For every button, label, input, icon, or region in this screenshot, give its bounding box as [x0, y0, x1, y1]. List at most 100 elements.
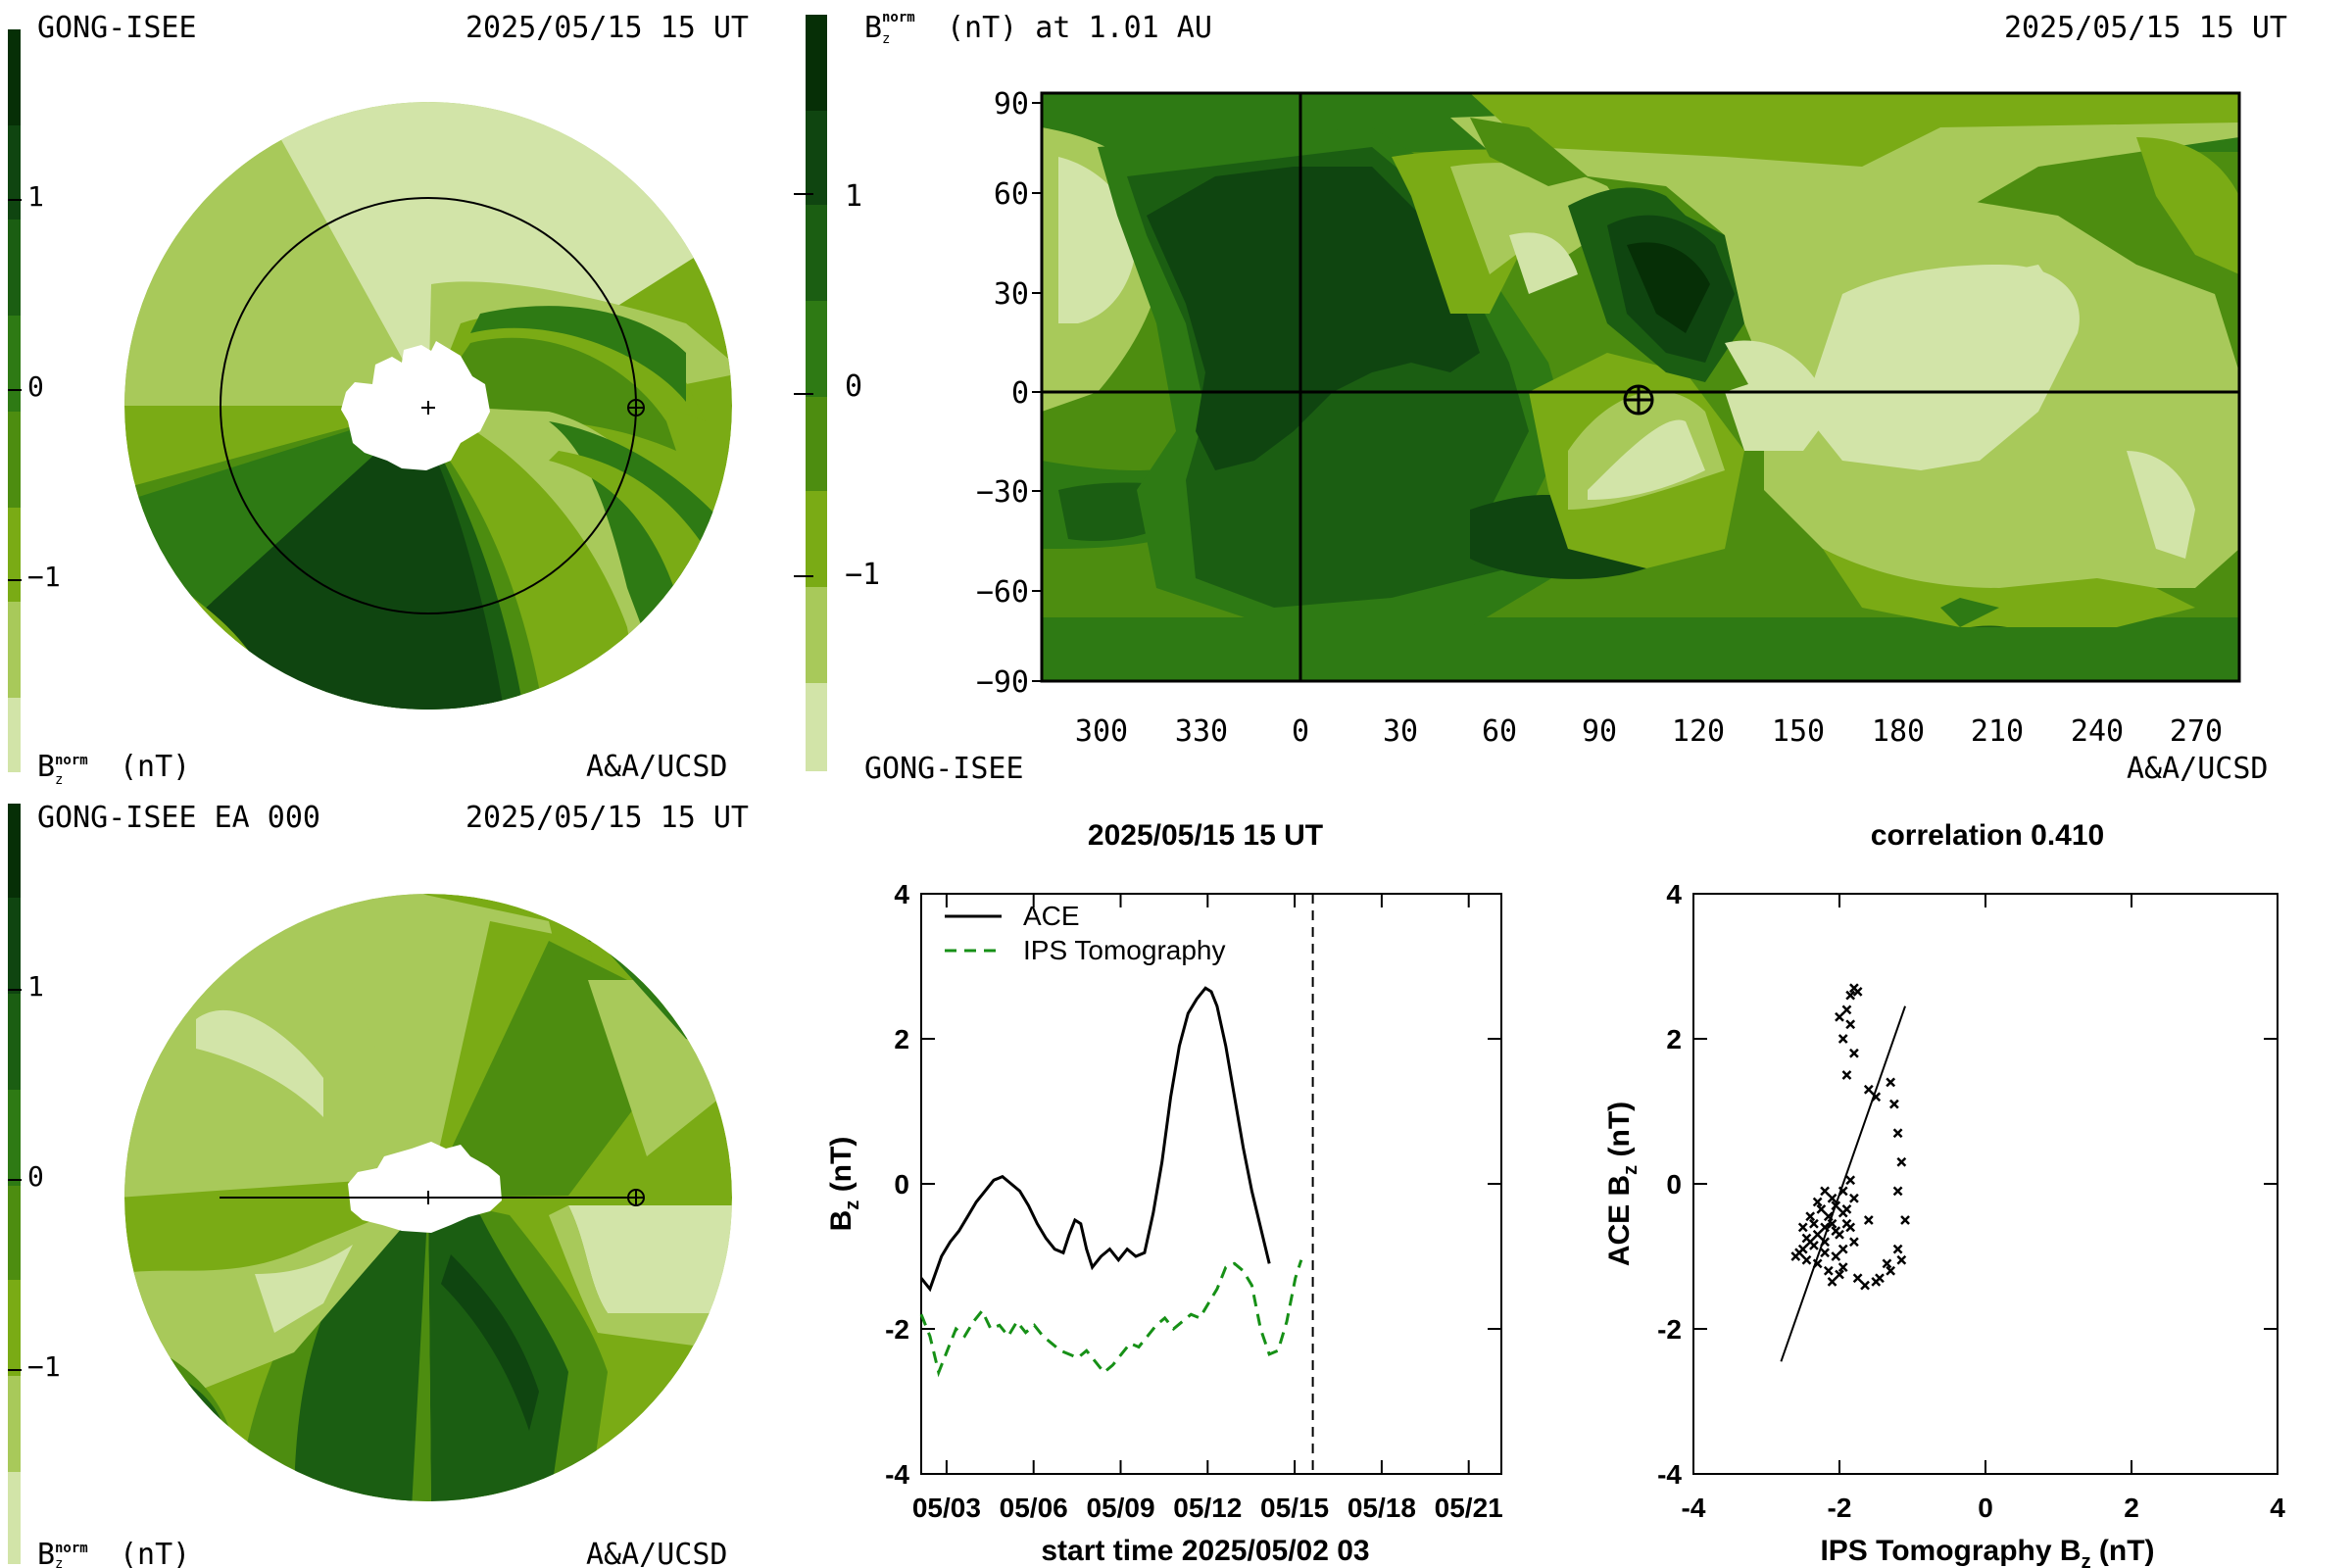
map-y-tick-label: 0 — [1011, 376, 1029, 411]
synoptic-map-contours — [1042, 93, 2239, 681]
scatter-point — [1809, 1241, 1819, 1250]
colorbar-band — [8, 698, 21, 772]
colorbar-band — [8, 29, 21, 125]
top-left-unit-norm: norm — [55, 753, 88, 768]
map-frame — [1040, 91, 2241, 683]
scatter-point — [1831, 1226, 1841, 1236]
top-left-date: 2025/05/15 15 UT — [466, 11, 749, 45]
colorbar-band — [806, 587, 827, 683]
scatter-x-tick-label: 2 — [2124, 1493, 2139, 1523]
colorbar-band — [8, 1090, 21, 1186]
time-series-x-tick-label: 05/21 — [1435, 1493, 1503, 1523]
bottom-left-colorbar: 1 0 −1 — [8, 804, 61, 1564]
scatter-y-tick-label: 0 — [1666, 1169, 1682, 1200]
scatter-frame — [1692, 893, 2278, 1475]
scatter-x-tick-label: 0 — [1978, 1493, 1993, 1523]
scatter-point — [1860, 1280, 1870, 1291]
colorbar-band — [8, 508, 21, 602]
colorbar-band — [8, 1186, 21, 1280]
map-x-tick-label: 60 — [1482, 714, 1517, 749]
scatter-point — [1888, 1099, 1899, 1109]
top-right-panel: 1 0 −1 B norm z (nT) at 1.01 AU 2025/05/… — [794, 10, 2287, 786]
time-series-y-tick-label: 4 — [894, 879, 909, 909]
scatter-point — [1812, 1258, 1823, 1269]
colorbar-band — [8, 898, 21, 994]
legend-label-ips: IPS Tomography — [1023, 935, 1226, 965]
colorbar-tick-label: 1 — [27, 970, 44, 1003]
scatter-point — [1835, 1269, 1844, 1280]
correlation-scatter-chart: correlation 0.410 IPS Tomography Bz (nT)… — [1603, 819, 2285, 1568]
scatter-point — [1827, 1193, 1838, 1203]
time-series-y-tick-label: -4 — [885, 1459, 909, 1490]
colorbar-band — [8, 316, 21, 412]
scatter-point — [1801, 1233, 1812, 1244]
time-series-x-tick-label: 05/12 — [1173, 1493, 1242, 1523]
scatter-y-label-text: ACE Bz (nT) — [1603, 1102, 1642, 1266]
colorbar-tick-label: −1 — [27, 561, 61, 593]
scatter-point — [1812, 1229, 1823, 1240]
scatter-point — [1835, 1011, 1844, 1022]
scatter-point — [1871, 1092, 1882, 1102]
scatter-point — [1896, 1254, 1907, 1265]
scatter-point — [1827, 1277, 1838, 1287]
bottom-left-unit-norm: norm — [55, 1541, 88, 1556]
scatter-point — [1849, 1237, 1859, 1248]
top-left-unit-z: z — [55, 772, 63, 788]
top-left-panel: 1 0 −1 GONG-ISEE 2025/05/15 15 UT — [8, 11, 749, 788]
time-series-frame — [920, 893, 1502, 1475]
scatter-point — [1790, 1251, 1801, 1261]
time-series-x-tick-label: 05/03 — [912, 1493, 981, 1523]
colorbar-band — [806, 397, 827, 491]
colorbar-tick-label: 0 — [27, 1160, 44, 1193]
bottom-left-unit-b: B — [37, 1538, 55, 1568]
colorbar-band — [8, 220, 21, 316]
scatter-point — [1831, 1251, 1841, 1261]
bottom-left-panel: 1 0 −1 GONG-ISEE EA 000 2025/05/15 15 UT — [8, 801, 749, 1568]
colorbar-tick-label: −1 — [27, 1350, 61, 1383]
scatter-x-tick-label: 4 — [2270, 1493, 2285, 1523]
map-y-tick-label: 30 — [994, 277, 1029, 312]
scatter-x-label: IPS Tomography Bz (nT) — [1820, 1535, 2154, 1568]
scatter-point — [1841, 1004, 1852, 1015]
top-left-occulted-sun — [341, 341, 490, 470]
scatter-title: correlation 0.410 — [1871, 819, 2104, 852]
map-title-norm: norm — [882, 10, 915, 25]
sun-center-cross-icon — [421, 401, 435, 415]
time-series-x-tick-label: 05/09 — [1086, 1493, 1154, 1523]
map-y-tick-label: −60 — [976, 575, 1029, 610]
scatter-point — [1886, 1077, 1896, 1088]
map-x-tick-label: 300 — [1075, 714, 1128, 749]
top-left-source-label: GONG-ISEE — [37, 11, 197, 45]
time-series-y-tick-label: 2 — [894, 1024, 909, 1054]
scatter-y-tick-label: 4 — [1666, 879, 1682, 909]
earth-symbol-icon — [1623, 384, 1654, 416]
scatter-point — [1886, 1265, 1896, 1276]
scatter-x-tick-label: -4 — [1682, 1493, 1706, 1523]
scatter-point — [1845, 1019, 1856, 1030]
map-title: (nT) at 1.01 AU — [947, 11, 1212, 45]
bottom-left-source-label: GONG-ISEE EA 000 — [37, 801, 320, 835]
colorbar-band — [806, 491, 827, 587]
bottom-left-date: 2025/05/15 15 UT — [466, 801, 749, 835]
map-y-tick-label: −30 — [976, 475, 1029, 510]
scatter-point — [1852, 1273, 1863, 1284]
scatter-point — [1900, 1215, 1910, 1225]
map-title-z: z — [882, 31, 890, 47]
map-x-tick-label: 330 — [1175, 714, 1228, 749]
legend-label-ace: ACE — [1023, 901, 1080, 931]
map-x-axis: 300 330 0 30 60 90 120 150 180 210 240 2… — [1075, 714, 2223, 749]
map-credit: A&A/UCSD — [2127, 752, 2269, 786]
time-series-y-label-text: Bz (nT) — [825, 1137, 863, 1232]
map-x-tick-label: 180 — [1872, 714, 1925, 749]
time-series-y-tick-label: -2 — [885, 1314, 909, 1345]
scatter-point — [1875, 1273, 1885, 1284]
colorbar-band — [806, 683, 827, 771]
colorbar-tick-label: 1 — [27, 180, 44, 213]
colorbar-tick-label: −1 — [845, 558, 880, 592]
bottom-left-unit-label: (nT) — [120, 1538, 190, 1568]
colorbar-band — [806, 111, 827, 205]
time-series-chart: 2025/05/15 15 UT ACE IPS Tomography star… — [825, 819, 1503, 1567]
scatter-point — [1838, 1186, 1848, 1197]
scatter-point — [1823, 1211, 1834, 1222]
scatter-point — [1831, 1200, 1841, 1211]
